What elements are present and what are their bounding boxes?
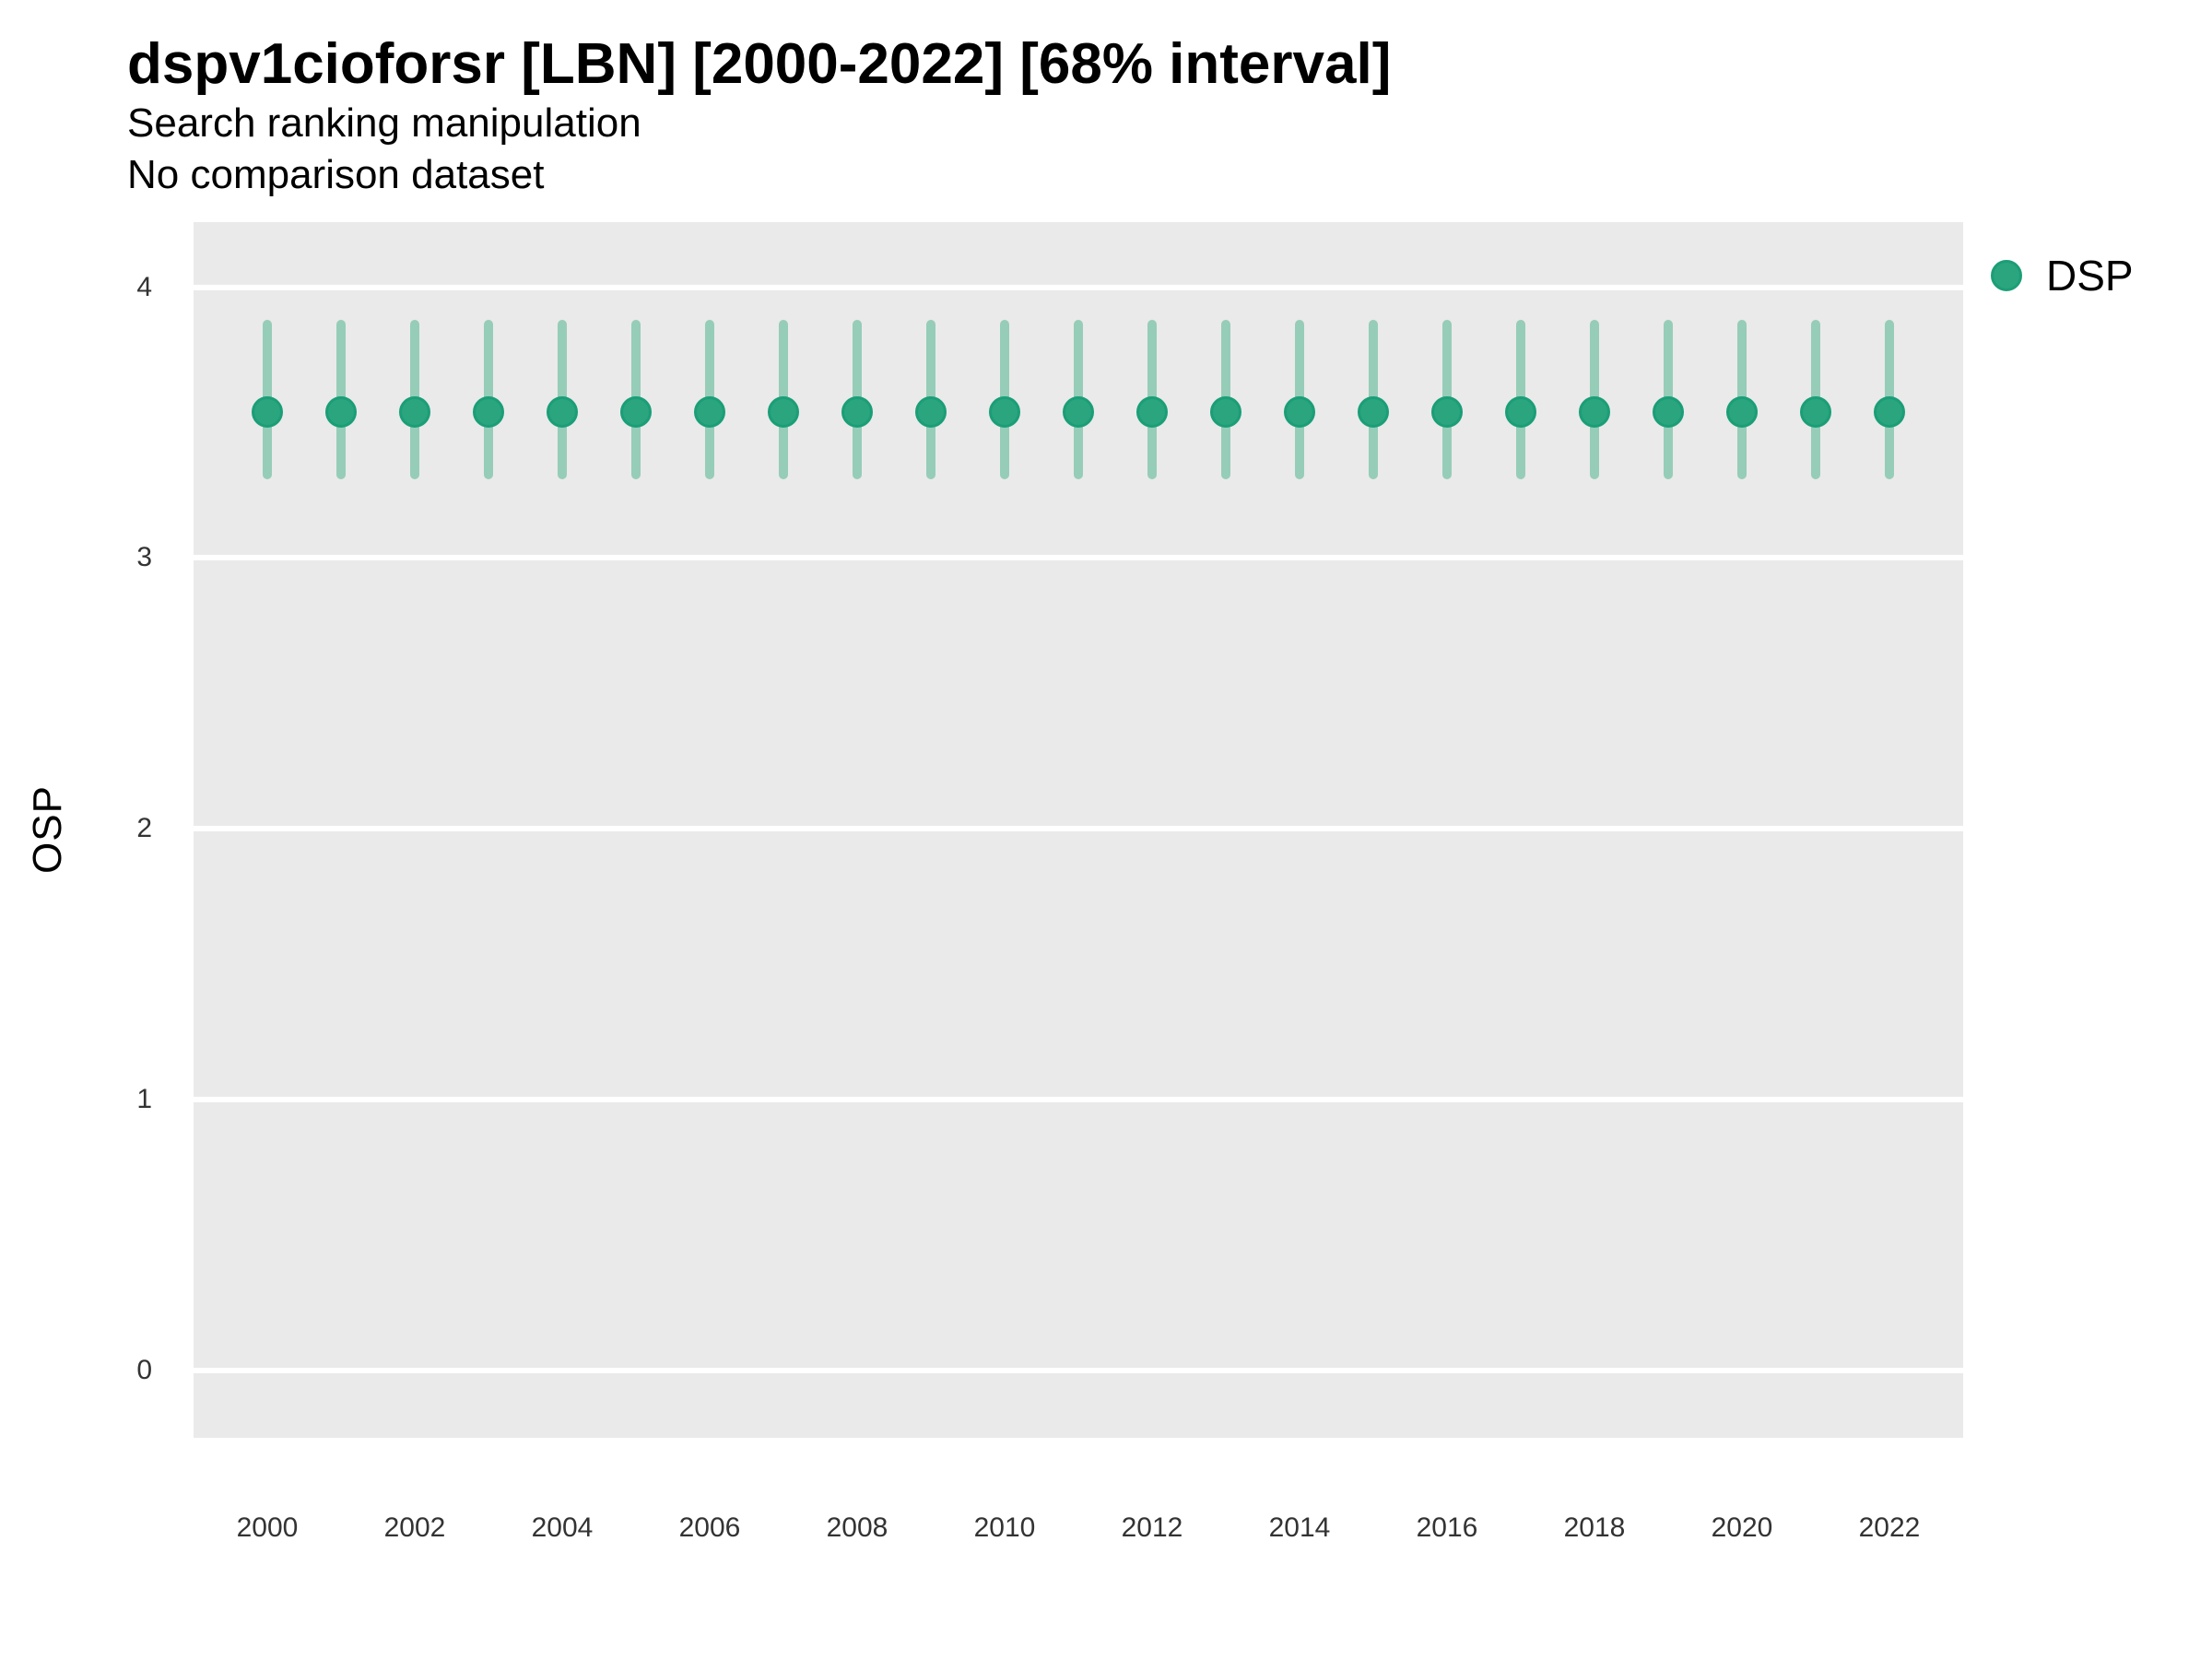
gridline-y-1 <box>194 1096 1963 1102</box>
y-tick-label-4: 4 <box>136 271 152 302</box>
point-marker <box>620 395 652 428</box>
point-marker <box>252 395 283 428</box>
point-marker <box>399 395 430 428</box>
gridline-y-2 <box>194 826 1963 832</box>
x-tick-label-2002: 2002 <box>383 1512 446 1543</box>
point-marker <box>768 395 799 428</box>
point-marker <box>1726 395 1758 428</box>
point-marker <box>1358 395 1389 428</box>
y-tick-label-1: 1 <box>136 1083 152 1114</box>
plot-panel <box>194 222 1963 1438</box>
x-tick-label-2010: 2010 <box>973 1512 1036 1543</box>
y-tick-label-0: 0 <box>136 1354 152 1385</box>
legend: DSP <box>1991 254 2134 297</box>
y-tick-label-3: 3 <box>136 542 152 573</box>
x-tick-label-2016: 2016 <box>1416 1512 1478 1543</box>
point-marker <box>1579 395 1610 428</box>
point-marker <box>1653 395 1684 428</box>
point-marker <box>694 395 725 428</box>
x-tick-label-2000: 2000 <box>236 1512 299 1543</box>
point-marker <box>989 395 1020 428</box>
x-tick-label-2018: 2018 <box>1563 1512 1626 1543</box>
x-tick-label-2004: 2004 <box>531 1512 594 1543</box>
gridline-y-3 <box>194 555 1963 561</box>
point-marker <box>1063 395 1094 428</box>
chart-subtitle: Search ranking manipulation <box>127 100 641 146</box>
chart-title: dspv1cioforsr [LBN] [2000-2022] [68% int… <box>127 32 1392 96</box>
x-tick-label-2008: 2008 <box>826 1512 888 1543</box>
x-tick-label-2020: 2020 <box>1711 1512 1773 1543</box>
point-marker <box>1136 395 1168 428</box>
point-marker <box>1874 395 1905 428</box>
point-marker <box>841 395 873 428</box>
point-marker <box>1210 395 1241 428</box>
gridline-y-0 <box>194 1367 1963 1373</box>
legend-label: DSP <box>2046 252 2134 300</box>
x-tick-label-2022: 2022 <box>1858 1512 1921 1543</box>
point-marker <box>547 395 578 428</box>
legend-point-icon <box>1991 260 2022 291</box>
point-marker <box>473 395 504 428</box>
point-marker <box>325 395 357 428</box>
point-marker <box>1431 395 1463 428</box>
point-marker <box>915 395 947 428</box>
chart-note: No comparison dataset <box>127 152 545 197</box>
gridline-y-4 <box>194 284 1963 290</box>
y-tick-label-2: 2 <box>136 813 152 844</box>
x-tick-label-2014: 2014 <box>1268 1512 1331 1543</box>
x-tick-label-2006: 2006 <box>678 1512 741 1543</box>
point-marker <box>1505 395 1536 428</box>
x-tick-label-2012: 2012 <box>1121 1512 1183 1543</box>
point-marker <box>1800 395 1831 428</box>
point-marker <box>1284 395 1315 428</box>
